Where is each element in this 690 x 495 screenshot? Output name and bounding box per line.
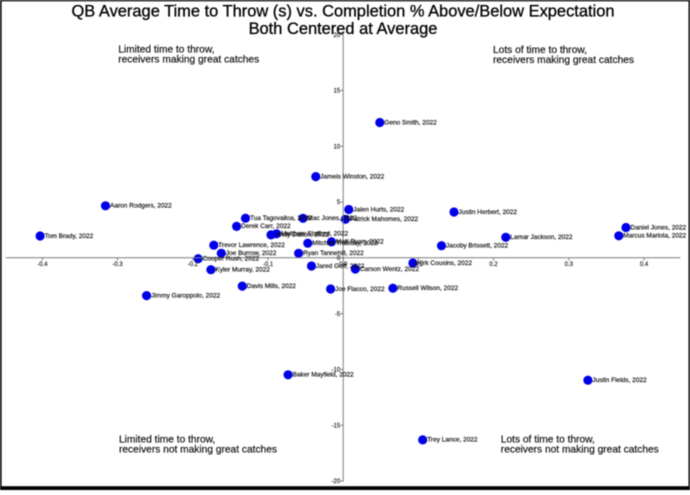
svg-text:Jacoby Brissett, 2022: Jacoby Brissett, 2022 (446, 243, 509, 250)
svg-text:Kyler Murray, 2022: Kyler Murray, 2022 (215, 267, 270, 274)
svg-text:Derek Carr, 2022: Derek Carr, 2022 (241, 223, 291, 230)
svg-text:0.3: 0.3 (565, 262, 574, 268)
svg-text:Tua Tagovailoa, 2022: Tua Tagovailoa, 2022 (250, 215, 312, 222)
svg-text:Trey Lance, 2022: Trey Lance, 2022 (427, 437, 478, 444)
svg-text:10: 10 (334, 144, 341, 150)
svg-text:Justin Herbert, 2022: Justin Herbert, 2022 (459, 209, 518, 216)
svg-text:receivers not making great cat: receivers not making great catches (119, 445, 277, 456)
svg-text:Marcus Mariota, 2022: Marcus Mariota, 2022 (623, 233, 686, 240)
svg-text:-0.2: -0.2 (188, 262, 199, 268)
svg-text:Trevor Lawrence, 2022: Trevor Lawrence, 2022 (218, 242, 285, 249)
svg-text:receivers making great catches: receivers making great catches (118, 55, 259, 66)
svg-text:Jameis Winston, 2022: Jameis Winston, 2022 (320, 173, 384, 180)
svg-text:Lamar Jackson, 2022: Lamar Jackson, 2022 (510, 234, 573, 241)
svg-text:Geno Smith, 2022: Geno Smith, 2022 (384, 119, 437, 126)
svg-text:QB Average Time to Throw (s) v: QB Average Time to Throw (s) vs. Complet… (72, 2, 615, 20)
svg-text:Davis Mills, 2022: Davis Mills, 2022 (247, 283, 297, 290)
svg-text:-20: -20 (332, 479, 341, 485)
svg-text:Carson Wentz, 2022: Carson Wentz, 2022 (360, 266, 420, 273)
svg-text:-0.3: -0.3 (112, 262, 123, 268)
svg-text:Tom Brady, 2022: Tom Brady, 2022 (45, 233, 94, 240)
svg-text:Justin Fields, 2022: Justin Fields, 2022 (592, 377, 647, 384)
svg-text:Daniel Jones, 2022: Daniel Jones, 2022 (631, 224, 687, 231)
svg-text:Jared Goff, 2022: Jared Goff, 2022 (316, 263, 365, 270)
svg-text:-5: -5 (335, 312, 341, 318)
svg-text:Patrick Mahomes, 2022: Patrick Mahomes, 2022 (350, 216, 419, 223)
svg-text:-0.4: -0.4 (37, 262, 48, 268)
svg-text:Joe Flacco, 2022: Joe Flacco, 2022 (335, 286, 385, 293)
svg-text:Jimmy Garoppolo, 2022: Jimmy Garoppolo, 2022 (151, 292, 220, 299)
svg-text:Russell Wilson, 2022: Russell Wilson, 2022 (397, 285, 458, 292)
svg-text:Jalen Hurts, 2022: Jalen Hurts, 2022 (353, 206, 404, 213)
svg-text:Kirk Cousins, 2022: Kirk Cousins, 2022 (417, 260, 472, 267)
svg-text:Both Centered at Average: Both Centered at Average (249, 20, 438, 38)
svg-text:Matthew Stafford, 2022: Matthew Stafford, 2022 (281, 231, 348, 238)
svg-text:Mitchell Trubisky, 2022: Mitchell Trubisky, 2022 (312, 240, 378, 247)
svg-text:0.2: 0.2 (489, 262, 498, 268)
svg-text:receivers not making great cat: receivers not making great catches (501, 445, 659, 456)
svg-text:Baker Mayfield, 2022: Baker Mayfield, 2022 (293, 372, 354, 379)
svg-text:Ryan Tannehill, 2022: Ryan Tannehill, 2022 (303, 250, 364, 257)
svg-text:-15: -15 (332, 423, 341, 429)
svg-text:15: 15 (334, 89, 341, 95)
svg-text:receivers making great catches: receivers making great catches (493, 55, 634, 66)
svg-text:0.4: 0.4 (640, 262, 649, 268)
svg-text:Cooper Rush, 2022: Cooper Rush, 2022 (203, 256, 260, 263)
svg-text:Aaron Rodgers, 2022: Aaron Rodgers, 2022 (110, 203, 172, 210)
